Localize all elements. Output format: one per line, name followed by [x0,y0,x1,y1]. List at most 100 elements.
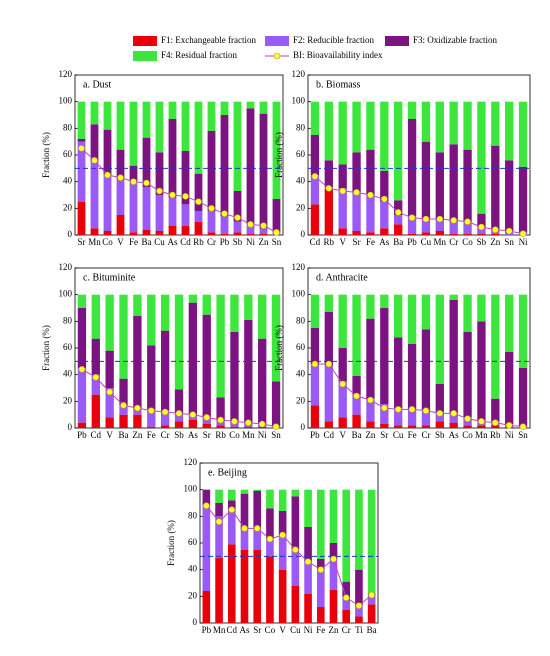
bar-segment [518,294,528,368]
bar-segment [77,101,86,139]
bi-marker [228,506,236,513]
legend-swatch [265,36,289,46]
bi-marker [279,531,286,539]
bar-segment [133,414,142,428]
bar-segment [366,195,375,233]
y-tick-label: 20 [296,202,306,212]
bar-segment [168,119,177,198]
bar-segment [505,352,514,424]
bar-segment [491,145,500,230]
bi-marker [91,157,98,164]
bar-segment [435,152,444,219]
bar-segment [271,294,281,382]
bi-marker [195,198,202,205]
bar-segment [291,585,300,623]
bar-segment [174,389,184,414]
bi-line [314,175,524,235]
bar-segment [352,394,361,415]
bar-segment [142,229,151,235]
x-tick-label: Rb [324,237,335,247]
bi-marker [258,420,266,428]
x-tick-label: Fe [147,430,156,440]
bar-segment [407,409,417,426]
bar-segment [338,348,347,382]
bar-segment [103,231,112,235]
bar-segment [129,181,138,233]
bar-segment [366,149,375,195]
bar-segment [477,233,486,235]
x-tick-label: Zn [365,430,375,440]
bi-marker [247,221,254,228]
bar-segment [90,101,99,125]
bar-segment [240,493,249,530]
x-tick-label: Ni [519,237,528,247]
x-tick-label: Cr [449,237,458,247]
x-tick-label: Sr [353,237,361,247]
bar-segment [91,374,100,395]
legend-label: F2: Reducible fraction [293,35,374,45]
x-tick-label: V [339,237,346,247]
bar-segment [244,426,253,428]
bar-segment [355,605,363,617]
y-tick-label: 40 [63,369,73,379]
x-tick-label: Zn [329,625,339,635]
bar-segment [407,233,417,235]
bar-segment [119,378,128,406]
bar-segment [103,175,112,231]
bi-marker [492,226,499,233]
bar-segment [215,557,223,623]
bi-marker [519,423,527,430]
legend-swatch [133,51,157,61]
bi-marker [450,410,457,417]
bi-marker [436,215,444,223]
bar-segment [421,410,431,426]
y-tick-label: 60 [296,149,306,159]
bar-segment [421,219,431,233]
bar-segment [202,591,211,623]
x-tick-label: Cr [207,237,216,247]
bi-marker [147,407,155,414]
bar-segment [342,597,351,610]
bar-segment [220,101,229,115]
bi-marker [339,380,346,388]
bar-segment [103,129,112,175]
bar-segment [142,101,151,138]
bar-segment [259,233,268,235]
bar-segment [435,231,444,235]
y-tick-label: 100 [59,289,73,299]
y-tick-label: 40 [296,369,306,379]
bar-segment [310,175,320,205]
bar-segment [449,413,458,423]
bar-segment [435,421,444,428]
bar-segment [116,215,125,235]
y-tick-label: 0 [68,422,73,432]
bar-segment [207,232,216,235]
bar-segment [352,152,361,193]
bar-segment [116,179,125,215]
x-tick-label: Co [462,237,473,247]
y-tick-label: 120 [292,69,306,79]
x-tick-label: Pb [407,237,417,247]
bar-segment [207,101,216,131]
bi-marker [78,366,86,373]
x-tick-label: Ba [393,237,403,247]
bar-segment [240,529,249,550]
bar-segment [304,527,312,562]
bar-segment [407,294,417,344]
bar-segment [491,233,500,235]
bi-marker [120,402,127,409]
bar-segment [355,569,363,606]
bi-marker [422,407,430,414]
x-tick-label: Cd [227,625,238,635]
bar-segment [324,294,333,312]
x-tick-label: Fe [408,430,417,440]
bar-segment [181,204,190,226]
bi-marker [169,191,176,199]
bar-segment [266,489,274,509]
bar-segment [266,556,274,623]
x-tick-label: Ba [119,430,129,440]
bar-segment [304,593,312,623]
bar-segment [449,233,458,235]
y-tick-label: 20 [63,202,73,212]
x-tick-label: Cd [180,237,191,247]
